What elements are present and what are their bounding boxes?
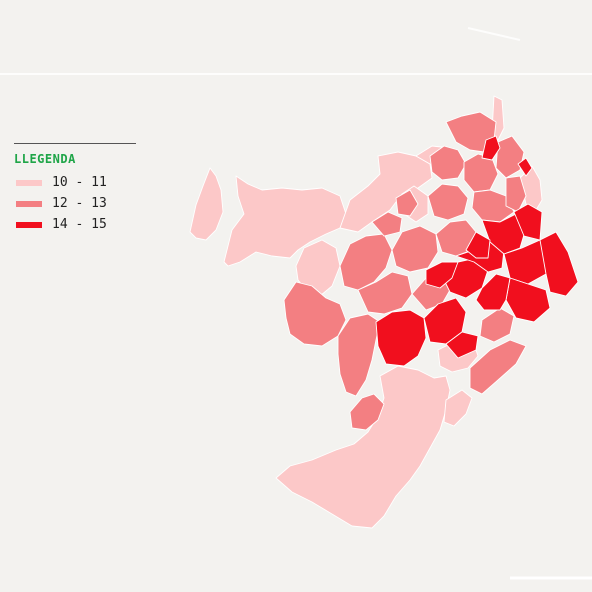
district-barceloneta[interactable]	[445, 331, 479, 359]
legend-label-high: 14 - 15	[52, 217, 107, 232]
district-coast-east-light[interactable]	[519, 165, 543, 211]
legend-item-mid: 12 - 13	[14, 193, 136, 214]
legend-rule	[14, 143, 136, 144]
legend-title: LLEGENDA	[14, 152, 76, 166]
district-clot[interactable]	[481, 213, 527, 255]
district-north-tip[interactable]	[481, 135, 501, 161]
district-horta[interactable]	[427, 183, 469, 221]
district-west-forest[interactable]	[223, 175, 347, 267]
district-sant-andreu-east[interactable]	[505, 175, 527, 213]
legend-item-low: 10 - 11	[14, 172, 136, 193]
tier-medium-districts	[283, 111, 527, 431]
district-poblenou-coast[interactable]	[469, 339, 527, 395]
district-baix-guinardo[interactable]	[425, 261, 459, 289]
district-pier-south[interactable]	[443, 389, 473, 427]
top-edge-stroke	[467, 27, 521, 41]
district-north-coast-tip[interactable]	[517, 157, 533, 177]
tier-dark-districts	[375, 135, 579, 367]
legend-swatch-mid	[16, 200, 42, 207]
legend-label-low: 10 - 11	[52, 175, 107, 190]
district-poblenou[interactable]	[475, 273, 511, 311]
map-legend: LLEGENDA 10 - 11 12 - 13 14 - 15	[14, 143, 136, 235]
district-west-hill[interactable]	[189, 167, 224, 241]
district-port[interactable]	[275, 365, 451, 529]
legend-label-mid: 12 - 13	[52, 196, 107, 211]
legend-swatch-high	[16, 221, 42, 228]
district-diagonal-mar[interactable]	[505, 277, 551, 323]
district-sarria[interactable]	[339, 233, 393, 291]
district-sant-andreu-north[interactable]	[495, 135, 525, 179]
legend-item-high: 14 - 15	[14, 214, 136, 235]
district-vallvidrera[interactable]	[371, 211, 403, 237]
district-nou-barris-mid[interactable]	[463, 153, 499, 193]
district-la-verneda[interactable]	[513, 203, 543, 241]
district-sants[interactable]	[337, 313, 381, 397]
district-les-corts[interactable]	[283, 281, 347, 347]
district-carmel[interactable]	[395, 189, 419, 217]
district-vila-olimpica[interactable]	[479, 307, 515, 343]
district-eixample-left[interactable]	[375, 309, 427, 367]
district-sant-andreu-mid[interactable]	[471, 189, 515, 223]
district-gracia[interactable]	[391, 225, 439, 273]
district-besos[interactable]	[539, 231, 579, 297]
district-montjuic-edge[interactable]	[349, 393, 385, 431]
district-nou-barris-west[interactable]	[429, 145, 467, 181]
district-camp-arpa[interactable]	[465, 231, 491, 259]
district-eixample-right[interactable]	[423, 297, 467, 345]
legend-swatch-low	[16, 179, 42, 186]
